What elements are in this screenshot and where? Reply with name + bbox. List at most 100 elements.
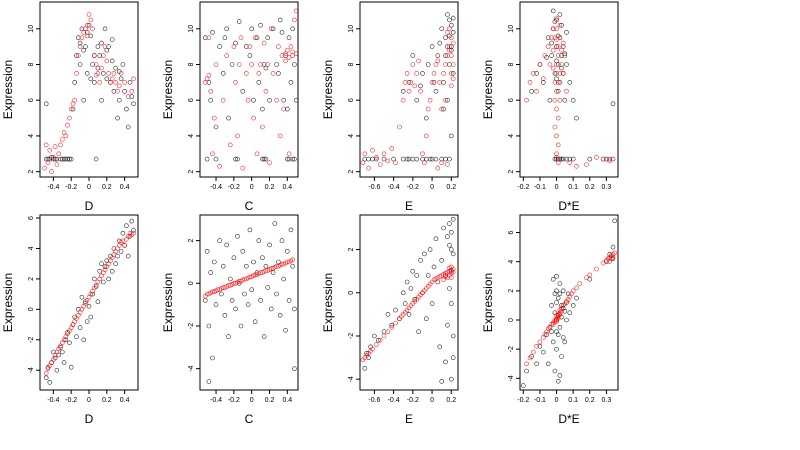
data-point <box>370 147 375 153</box>
data-point <box>204 76 210 82</box>
data-point <box>286 298 292 303</box>
data-point <box>106 261 111 267</box>
data-point <box>381 333 387 339</box>
data-point <box>261 40 267 46</box>
x-tick-label: 0.4 <box>120 184 130 191</box>
data-point <box>102 264 108 270</box>
series-black <box>203 17 299 162</box>
data-point <box>256 71 262 76</box>
plot-frame <box>39 214 139 391</box>
data-point <box>450 355 456 360</box>
data-point <box>557 97 563 103</box>
data-point <box>97 80 102 85</box>
data-point <box>113 80 118 85</box>
data-point <box>106 276 111 282</box>
data-point <box>54 367 60 373</box>
scatter-panel-4: -0.2 -0.1 0 0.1 0.2 0.3 2 4 6 8 10 D*E Expression <box>481 1 619 213</box>
data-point <box>562 51 568 57</box>
data-point <box>425 273 431 278</box>
data-point <box>564 30 569 35</box>
data-point <box>418 89 423 94</box>
data-point <box>448 275 454 281</box>
data-point <box>391 156 396 162</box>
data-point <box>63 334 69 340</box>
data-point <box>210 355 215 361</box>
data-point <box>448 47 454 53</box>
data-point <box>220 71 226 76</box>
y-tick-label: 10 <box>188 25 195 33</box>
data-point <box>550 65 556 71</box>
data-point <box>235 133 240 139</box>
data-point <box>373 156 379 162</box>
data-point <box>448 35 454 41</box>
data-point <box>95 44 101 49</box>
data-point <box>441 225 446 231</box>
data-point <box>570 288 576 294</box>
data-point <box>267 160 272 165</box>
x-tick-label: -0.2 <box>65 184 77 191</box>
data-point <box>104 47 110 53</box>
data-point <box>406 89 412 94</box>
data-point <box>129 89 135 94</box>
data-point <box>263 89 269 94</box>
data-point <box>441 277 446 283</box>
data-point <box>527 355 533 361</box>
data-point <box>534 89 539 94</box>
data-point <box>609 253 614 259</box>
data-point <box>414 97 420 103</box>
data-point <box>574 115 579 121</box>
data-point <box>233 80 238 85</box>
data-point <box>447 265 452 271</box>
data-point <box>42 165 47 171</box>
data-point <box>224 26 229 32</box>
data-point <box>530 71 536 76</box>
data-point <box>95 299 101 305</box>
data-point <box>109 37 115 42</box>
data-point <box>125 94 131 99</box>
data-point <box>226 115 231 121</box>
y-tick-label: 2 <box>188 239 195 243</box>
data-point <box>292 156 297 162</box>
data-point <box>547 97 553 103</box>
series-red <box>524 250 618 367</box>
data-point <box>260 156 265 162</box>
data-point <box>534 343 539 349</box>
series-red <box>203 257 296 299</box>
data-point <box>587 272 593 278</box>
data-point <box>93 156 99 162</box>
data-point <box>560 71 566 76</box>
data-point <box>84 30 90 35</box>
data-point <box>76 53 81 58</box>
data-point <box>594 155 599 160</box>
data-point <box>97 53 102 58</box>
data-point <box>443 62 448 67</box>
data-point <box>402 80 408 85</box>
data-point <box>272 221 278 226</box>
data-point <box>290 53 296 58</box>
data-point <box>290 49 296 55</box>
data-point <box>59 349 65 355</box>
data-point <box>443 35 448 41</box>
data-point <box>129 218 135 224</box>
data-point <box>443 53 448 58</box>
data-point <box>122 80 127 85</box>
plot-frame <box>519 214 619 391</box>
data-point <box>88 76 94 82</box>
data-point <box>564 89 569 94</box>
data-point <box>77 44 83 49</box>
data-point <box>410 268 416 274</box>
data-point <box>544 332 549 337</box>
data-point <box>567 156 573 162</box>
data-point <box>555 44 561 49</box>
data-point <box>422 160 427 165</box>
data-point <box>279 238 285 243</box>
series-black <box>43 218 136 385</box>
data-point <box>555 142 561 148</box>
x-tick-label: -0.1 <box>534 397 546 404</box>
data-point <box>564 317 569 323</box>
data-point <box>550 322 556 327</box>
data-point <box>284 47 290 53</box>
data-point <box>93 62 99 67</box>
data-point <box>423 133 429 139</box>
